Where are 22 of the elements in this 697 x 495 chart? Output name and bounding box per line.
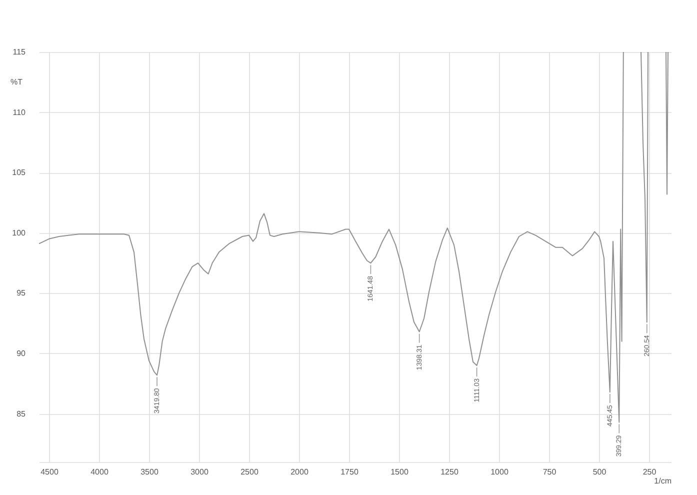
y-tick-label: 110 [12, 108, 26, 117]
x-tick-label: 750 [542, 468, 557, 476]
y-tick-label: 85 [16, 409, 26, 418]
x-axis-title: 1/cm [654, 476, 672, 486]
x-tick-label: 3000 [190, 468, 209, 476]
x-tick-label: 2500 [240, 468, 259, 476]
x-tick-label: 250 [642, 468, 657, 476]
y-tick-label: 95 [16, 288, 26, 298]
x-tick-label: 4000 [90, 468, 109, 476]
y-axis-title: %T [10, 78, 23, 86]
x-tick-label: 2000 [290, 468, 309, 476]
x-tick-label: 1500 [390, 468, 409, 476]
y-tick-label: 100 [12, 228, 26, 238]
y-tick-label: 105 [12, 168, 26, 178]
x-tick-label: 3500 [140, 468, 159, 476]
x-tick-label: 4500 [40, 468, 59, 476]
x-tick-label: 1000 [490, 468, 509, 476]
x-tick-label: 500 [592, 468, 607, 476]
x-tick-label: 1750 [340, 468, 359, 476]
x-tick-label: 1250 [440, 468, 459, 476]
y-tick-label: 90 [16, 348, 26, 358]
y-tick-label: 115 [12, 48, 26, 56]
